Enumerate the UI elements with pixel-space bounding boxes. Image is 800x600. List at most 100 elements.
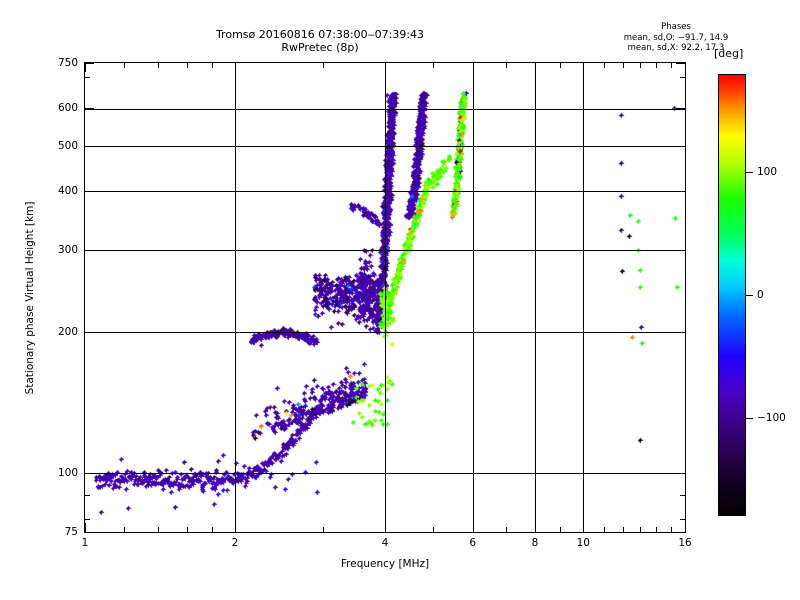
axis-tick — [676, 191, 685, 193]
chart-title-line1: Tromsø 20160816 07:38:00‒07:39:43 — [215, 28, 425, 41]
phase-stats-heading: Phases — [661, 22, 691, 32]
grid-line-vertical — [535, 63, 536, 532]
axis-tick — [506, 527, 508, 532]
axis-tick — [85, 191, 94, 193]
axis-tick — [676, 332, 685, 334]
axis-tick — [656, 527, 658, 532]
grid-line-horizontal — [85, 249, 685, 251]
axis-tick — [640, 527, 642, 532]
axis-tick — [671, 63, 673, 68]
axis-tick — [535, 63, 536, 72]
axis-tick — [472, 523, 474, 532]
phase-stats-o-mode: mean, sd,O: −91.7, 14.9 — [623, 32, 729, 43]
colorbar-gradient — [718, 74, 746, 516]
axis-tick — [680, 518, 685, 520]
y-tick-label: 300 — [57, 243, 78, 256]
grid-line-vertical — [385, 63, 386, 532]
colorbar-tick — [746, 417, 753, 419]
axis-tick — [433, 63, 435, 68]
axis-tick — [235, 63, 236, 72]
x-tick-label: 6 — [469, 537, 477, 549]
axis-tick — [685, 63, 686, 72]
colorbar-tick — [746, 295, 753, 296]
axis-tick — [583, 523, 585, 532]
grid-line-vertical — [583, 63, 585, 532]
axis-tick — [385, 63, 386, 72]
axis-tick — [622, 527, 624, 532]
axis-tick — [583, 63, 585, 72]
axis-tick — [85, 249, 94, 251]
axis-tick — [433, 527, 435, 532]
axis-tick — [85, 63, 86, 72]
colorbar-tick-label: −100 — [757, 411, 786, 424]
grid-line-horizontal — [85, 191, 685, 192]
axis-tick — [212, 63, 214, 68]
axis-tick — [85, 518, 90, 520]
axis-tick — [685, 523, 686, 532]
axis-tick — [560, 63, 562, 68]
axis-tick — [124, 527, 126, 532]
phase-stats-x-mode: mean, sd,X: 92.2, 17.3 — [627, 43, 725, 53]
grid-line-horizontal — [85, 332, 685, 334]
colorbar-title: [deg] — [714, 47, 744, 60]
grid-line-vertical — [472, 63, 474, 532]
axis-tick — [506, 63, 508, 68]
axis-tick — [603, 63, 605, 68]
colorbar: 100 0 −100 — [718, 74, 786, 516]
axis-tick — [157, 63, 159, 68]
axis-tick — [235, 523, 236, 532]
y-tick-label: 200 — [57, 326, 78, 339]
y-tick-label: 400 — [57, 185, 78, 198]
axis-tick — [85, 77, 90, 79]
chart-title-line2: RwPretec (8p) — [281, 41, 359, 54]
axis-tick — [322, 63, 324, 68]
axis-tick — [85, 494, 90, 496]
grid-line-horizontal — [85, 108, 685, 110]
x-tick-label: 16 — [678, 537, 692, 549]
axis-tick — [124, 63, 126, 68]
colorbar-tick — [746, 172, 753, 174]
axis-tick — [85, 523, 86, 532]
axis-tick — [676, 108, 685, 110]
axis-tick — [85, 108, 94, 110]
y-tick-label: 600 — [57, 102, 78, 115]
axis-tick — [85, 473, 94, 475]
phase-stats-block: Phases mean, sd,O: −91.7, 14.9 mean, sd,… — [588, 22, 764, 54]
axis-tick — [186, 527, 188, 532]
x-tick-label: 4 — [381, 537, 389, 549]
x-tick-label: 1 — [81, 537, 89, 549]
y-tick-label: 500 — [57, 139, 78, 152]
axis-tick — [680, 494, 685, 496]
axis-tick — [322, 527, 324, 532]
axis-tick — [622, 63, 624, 68]
plot-area — [84, 62, 686, 533]
x-tick-label: 10 — [576, 537, 590, 549]
grid-line-horizontal — [85, 145, 685, 147]
axis-tick — [603, 527, 605, 532]
axis-tick — [680, 77, 685, 79]
colorbar-tick-label: 100 — [757, 166, 778, 179]
axis-tick — [676, 473, 685, 475]
y-axis-title: Stationary phase Virtual Height [km] — [24, 201, 36, 395]
x-tick-label: 2 — [231, 537, 239, 549]
x-tick-label: 8 — [531, 537, 539, 549]
axis-tick — [212, 527, 214, 532]
axis-tick — [671, 527, 673, 532]
grid-line-vertical — [235, 63, 236, 532]
axis-tick — [560, 527, 562, 532]
axis-tick — [535, 523, 536, 532]
axis-tick — [85, 63, 94, 64]
axis-tick — [85, 145, 94, 147]
axis-tick — [157, 527, 159, 532]
axis-tick — [656, 63, 658, 68]
axis-tick — [676, 145, 685, 147]
colorbar-tick-label: 0 — [757, 289, 764, 301]
axis-tick — [85, 332, 94, 334]
axis-tick — [472, 63, 474, 72]
axis-tick — [640, 63, 642, 68]
grid-line-horizontal — [85, 473, 685, 475]
y-tick-label: 75 — [64, 526, 78, 538]
x-axis-title: Frequency [MHz] — [340, 558, 430, 570]
y-tick-label: 100 — [57, 467, 78, 480]
axis-tick — [676, 63, 685, 64]
